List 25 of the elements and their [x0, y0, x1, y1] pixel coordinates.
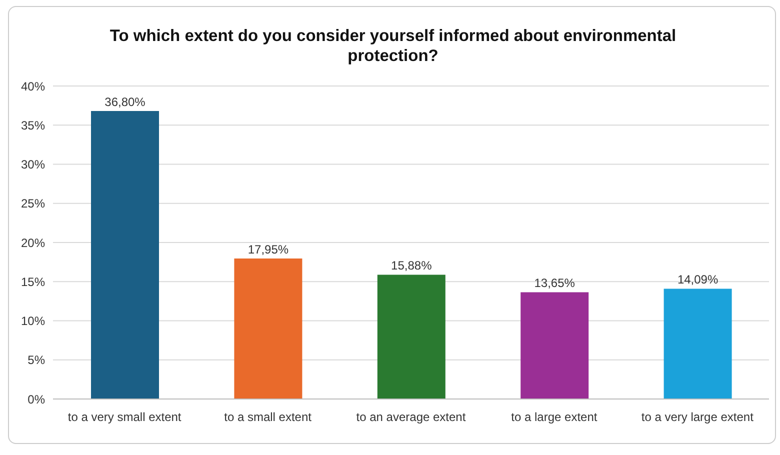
x-tick-label: to a small extent: [224, 410, 312, 424]
data-label: 15,88%: [391, 258, 432, 273]
x-tick-label: to a large extent: [511, 410, 598, 424]
bar: [664, 288, 732, 399]
chart-title: To which extent do you consider yourself informed about environmental protection?: [108, 26, 678, 66]
data-label: 17,95%: [248, 242, 289, 257]
x-tick-label: to a very small extent: [68, 410, 182, 424]
data-label: 14,09%: [677, 272, 718, 287]
bar: [520, 292, 589, 399]
y-tick-label: 35%: [20, 118, 46, 132]
y-tick-label: 0%: [28, 392, 46, 406]
bar: [234, 258, 302, 399]
y-tick-label: 30%: [20, 158, 46, 172]
x-tick-label: to an average extent: [356, 410, 466, 424]
x-tick-label: to a very large extent: [641, 410, 754, 424]
y-tick-label: 25%: [20, 196, 46, 211]
y-tick-label: 40%: [20, 79, 46, 94]
bar: [377, 274, 446, 399]
bar: [91, 111, 159, 399]
y-tick-label: 10%: [20, 314, 46, 328]
y-tick-label: 20%: [20, 236, 46, 250]
data-label: 36,80%: [104, 95, 146, 110]
y-tick-label: 5%: [28, 353, 46, 368]
y-tick-label: 15%: [20, 274, 46, 289]
data-label: 13,65%: [534, 276, 576, 290]
